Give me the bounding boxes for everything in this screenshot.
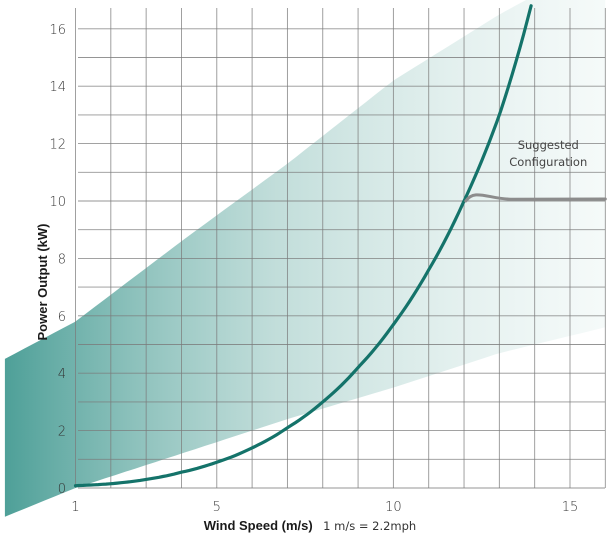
- y-tick-label: 16: [49, 23, 66, 38]
- x-axis-label: Wind Speed (m/s) 1 m/s = 2.2mph: [204, 517, 416, 534]
- y-tick-label: 14: [49, 80, 66, 95]
- y-tick-label: 12: [49, 138, 66, 153]
- grid: [75, 8, 606, 489]
- annotation-label: Configuration: [509, 155, 587, 169]
- x-tick-label: 15: [562, 500, 579, 515]
- x-axis-title: Wind Speed (m/s): [204, 518, 313, 533]
- x-tick-label: 5: [213, 500, 221, 515]
- y-tick-label: 10: [49, 195, 66, 210]
- y-tick-label: 2: [58, 425, 66, 440]
- y-tick-label: 4: [58, 367, 66, 382]
- y-tick-label: 8: [58, 252, 66, 267]
- y-tick-label: 6: [58, 310, 66, 325]
- series-lines: [73, 4, 607, 488]
- y-tick-label: 0: [58, 482, 66, 497]
- annotations: Suggested Configuration: [509, 138, 587, 169]
- y-axis-label: Power Output (kW): [35, 224, 50, 341]
- x-axis-note: 1 m/s = 2.2mph: [323, 519, 416, 533]
- power-curve-line: [73, 4, 533, 488]
- x-tick-label: 1: [71, 500, 79, 515]
- suggested-configuration-line: [464, 193, 607, 203]
- x-tick-label: 10: [385, 500, 402, 515]
- annotation-label: Suggested: [518, 138, 579, 152]
